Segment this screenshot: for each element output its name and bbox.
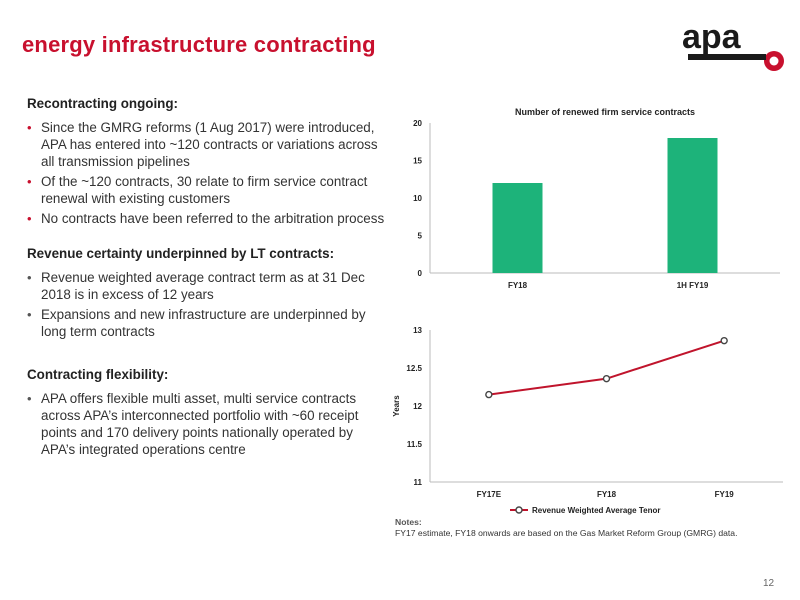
y-tick-label: 12 <box>413 402 422 411</box>
section-heading: Contracting flexibility: <box>27 367 169 382</box>
bar-chart-title: Number of renewed firm service contracts <box>515 107 695 117</box>
y-tick-label: 0 <box>418 269 423 278</box>
section-contracting-flexibility: Contracting flexibility: APA offers flex… <box>27 366 387 458</box>
x-tick-label: FY19 <box>715 490 735 499</box>
slide-title: energy infrastructure contracting <box>22 32 376 57</box>
x-tick-label: 1H FY19 <box>677 281 709 290</box>
y-tick-label: 5 <box>418 232 423 241</box>
legend-marker <box>515 506 523 514</box>
bullet-item: Revenue weighted average contract term a… <box>27 269 387 303</box>
data-point <box>485 390 493 399</box>
bullet-item: Of the ~120 contracts, 30 relate to firm… <box>27 173 387 207</box>
x-tick-label: FY18 <box>597 490 617 499</box>
section-revenue-certainty: Revenue certainty underpinned by LT cont… <box>27 245 387 340</box>
y-tick-label: 11 <box>414 478 423 487</box>
section-recontracting: Recontracting ongoing: Since the GMRG re… <box>27 95 387 227</box>
apa-logo: apa <box>682 18 784 71</box>
notes: Notes: FY17 estimate, FY18 onwards are b… <box>395 517 737 539</box>
line-chart-svg: 11 11.5 12 12.5 13 Years FY17E FY18 FY19 Revenue … <box>392 326 783 515</box>
data-point <box>602 374 611 383</box>
y-tick-label: 20 <box>413 119 422 128</box>
page-number: 12 <box>763 578 775 589</box>
y-tick-label: 10 <box>413 194 422 203</box>
bar-chart: Number of renewed firm service contracts… <box>395 100 785 300</box>
y-tick-label: 12.5 <box>406 364 422 373</box>
series-line <box>488 339 725 396</box>
x-tick-label: FY18 <box>508 281 528 290</box>
bar <box>667 138 718 273</box>
section-heading: Recontracting ongoing: <box>27 96 179 111</box>
bullet-item: APA offers flexible multi asset, multi s… <box>27 390 387 458</box>
section-heading: Revenue certainty underpinned by LT cont… <box>27 246 335 261</box>
y-tick-label: 13 <box>413 326 422 335</box>
y-axis-label: Years <box>392 395 401 417</box>
notes-text: FY17 estimate, FY18 onwards are based on… <box>395 528 738 538</box>
bullet-list: Revenue weighted average contract term a… <box>27 269 387 340</box>
data-point <box>720 336 728 345</box>
y-tick-label: 15 <box>413 157 422 166</box>
y-tick-label: 11.5 <box>407 440 423 449</box>
bullet-list: Since the GMRG reforms (1 Aug 2017) were… <box>27 119 387 227</box>
left-column: Recontracting ongoing: Since the GMRG re… <box>27 95 387 472</box>
x-tick-label: FY17E <box>477 490 502 499</box>
legend-label: Revenue Weighted Average Tenor <box>532 506 660 515</box>
line-chart: 11 11.5 12 12.5 13 Years FY17E FY18 FY19 Revenue … <box>385 318 785 518</box>
bullet-item: Since the GMRG reforms (1 Aug 2017) were… <box>27 119 387 170</box>
bar <box>492 183 543 273</box>
logo-text: apa <box>682 18 742 56</box>
bullet-item: No contracts have been referred to the a… <box>27 210 387 227</box>
bullet-list: APA offers flexible multi asset, multi s… <box>27 390 387 458</box>
bullet-item: Expansions and new infrastructure are un… <box>27 306 387 340</box>
notes-heading: Notes: <box>395 517 422 527</box>
bar-chart-svg: Number of renewed firm service contracts… <box>413 107 780 290</box>
